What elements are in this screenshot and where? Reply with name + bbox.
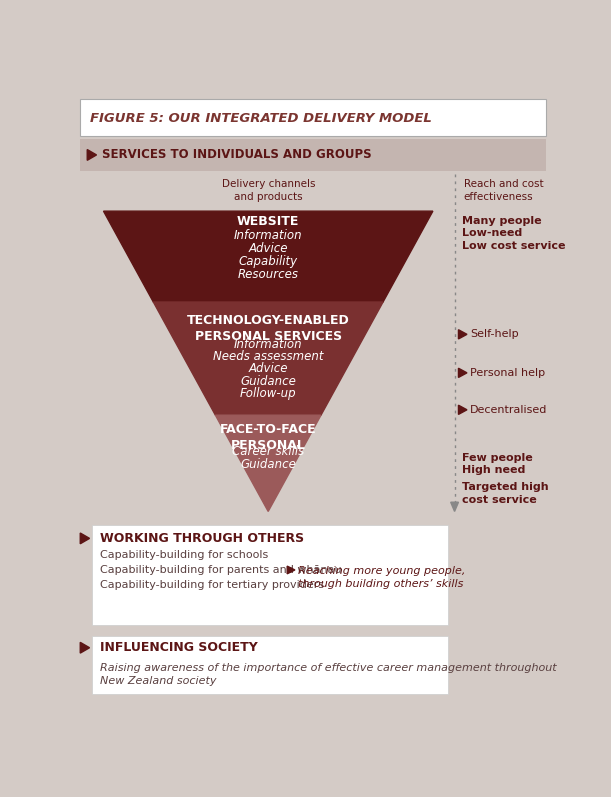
Polygon shape [287, 566, 295, 574]
Polygon shape [80, 533, 90, 544]
Text: Capability-building for schools: Capability-building for schools [100, 551, 268, 560]
Text: Delivery channels
and products: Delivery channels and products [222, 179, 315, 202]
Polygon shape [153, 302, 383, 415]
FancyBboxPatch shape [80, 100, 546, 135]
Polygon shape [458, 368, 467, 378]
Text: WEBSITE: WEBSITE [237, 214, 299, 228]
Polygon shape [451, 502, 458, 512]
Text: Self-help: Self-help [470, 329, 519, 340]
Polygon shape [103, 211, 433, 302]
Text: Advice: Advice [249, 241, 288, 254]
Text: Advice: Advice [249, 363, 288, 375]
Text: Reach and cost
effectiveness: Reach and cost effectiveness [464, 179, 544, 202]
Text: Follow-up: Follow-up [240, 387, 296, 400]
FancyBboxPatch shape [80, 139, 546, 171]
Text: FIGURE 5: OUR INTEGRATED DELIVERY MODEL: FIGURE 5: OUR INTEGRATED DELIVERY MODEL [90, 112, 432, 125]
Polygon shape [458, 405, 467, 414]
Text: WORKING THROUGH OTHERS: WORKING THROUGH OTHERS [100, 532, 304, 545]
Text: Low cost service: Low cost service [461, 241, 565, 251]
Text: Many people: Many people [461, 216, 541, 226]
Text: SERVICES TO INDIVIDUALS AND GROUPS: SERVICES TO INDIVIDUALS AND GROUPS [102, 148, 371, 162]
Text: Raising awareness of the importance of effective career management throughout
Ne: Raising awareness of the importance of e… [100, 663, 556, 686]
Polygon shape [458, 330, 467, 339]
Text: Guidance: Guidance [240, 458, 296, 471]
FancyBboxPatch shape [92, 636, 448, 694]
Text: Guidance: Guidance [240, 375, 296, 388]
Text: Resources: Resources [238, 268, 299, 281]
Text: Few people: Few people [461, 453, 532, 462]
Text: Information: Information [234, 229, 302, 241]
Text: Capability-building for parents and whānau: Capability-building for parents and whān… [100, 565, 342, 575]
Text: Decentralised: Decentralised [470, 405, 547, 414]
Polygon shape [216, 415, 321, 512]
Text: Personal help: Personal help [470, 368, 545, 378]
Polygon shape [80, 642, 90, 653]
Text: FACE-TO-FACE
PERSONAL: FACE-TO-FACE PERSONAL [220, 423, 316, 452]
Text: Low-need: Low-need [461, 229, 522, 238]
Text: Career skills: Career skills [232, 445, 304, 458]
Text: TECHNOLOGY-ENABLED
PERSONAL SERVICES: TECHNOLOGY-ENABLED PERSONAL SERVICES [187, 314, 349, 344]
Text: Capability-building for tertiary providers: Capability-building for tertiary provide… [100, 579, 324, 590]
FancyBboxPatch shape [92, 524, 448, 625]
Text: Needs assessment: Needs assessment [213, 350, 323, 363]
Text: Reaching more young people,
through building others’ skills: Reaching more young people, through buil… [298, 566, 466, 589]
Text: High need: High need [461, 465, 525, 475]
Text: INFLUENCING SOCIETY: INFLUENCING SOCIETY [100, 642, 257, 654]
Text: Targeted high
cost service: Targeted high cost service [461, 482, 548, 505]
Polygon shape [87, 150, 97, 160]
Text: Capability: Capability [239, 255, 298, 268]
Text: Information: Information [234, 338, 302, 351]
